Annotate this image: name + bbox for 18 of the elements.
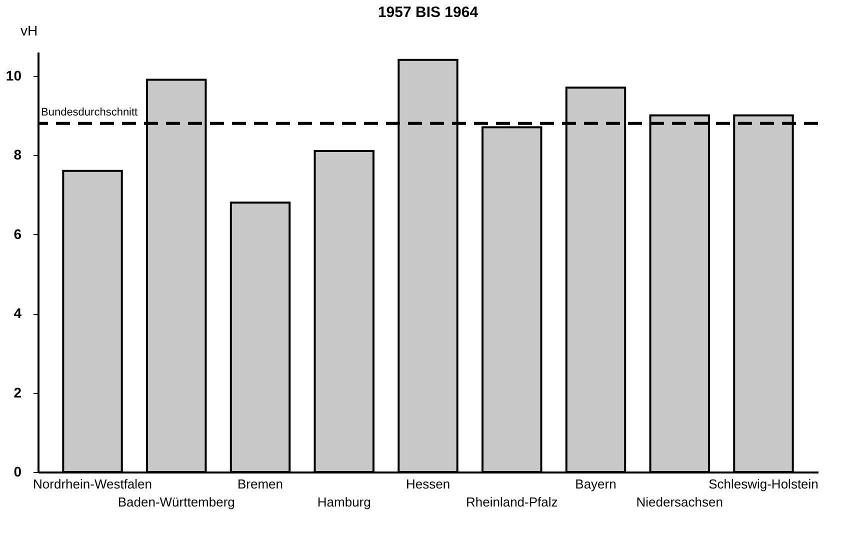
y-tick-label: 4 [14, 305, 22, 322]
y-tick-label: 10 [6, 67, 22, 84]
chart-title: 1957 BIS 1964 [378, 4, 479, 21]
x-tick-label: Nordrhein-Westfalen [33, 476, 152, 492]
x-tick-label: Bayern [575, 476, 616, 492]
x-tick-label: Rheinland-Pfalz [466, 494, 558, 510]
y-tick-label: 8 [14, 146, 22, 163]
y-tick-label: 2 [14, 384, 22, 400]
x-tick-label: Schleswig-Holstein [708, 476, 818, 492]
x-tick-label: Hamburg [317, 494, 371, 510]
x-tick-label: Baden-Württemberg [118, 494, 235, 510]
y-tick-label: 6 [14, 226, 22, 242]
x-tick-label: Niedersachsen [636, 494, 723, 510]
y-tick-label: 0 [14, 464, 22, 480]
x-tick-label: Bremen [237, 476, 284, 492]
ref-line-label: Bundesdurchschnitt [41, 106, 138, 118]
y-axis-title: vH [20, 22, 38, 38]
x-tick-label: Hessen [406, 476, 450, 492]
